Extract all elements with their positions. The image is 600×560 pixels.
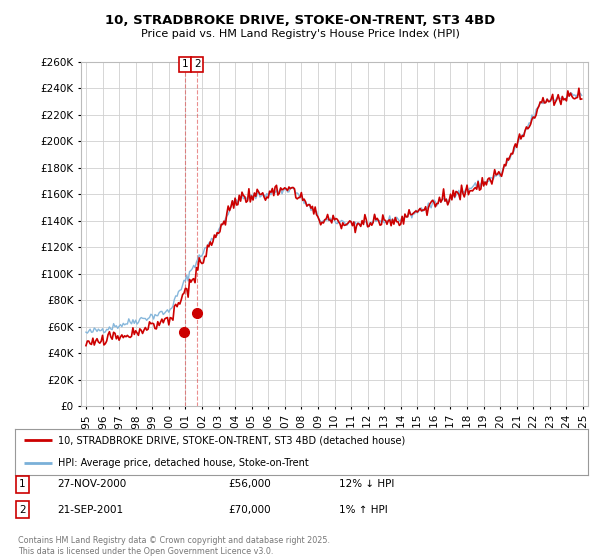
Text: 10, STRADBROKE DRIVE, STOKE-ON-TRENT, ST3 4BD: 10, STRADBROKE DRIVE, STOKE-ON-TRENT, ST… xyxy=(105,14,495,27)
Text: 27-NOV-2000: 27-NOV-2000 xyxy=(57,479,126,489)
Text: 2: 2 xyxy=(194,59,200,69)
Text: Price paid vs. HM Land Registry's House Price Index (HPI): Price paid vs. HM Land Registry's House … xyxy=(140,29,460,39)
Text: 1: 1 xyxy=(19,479,26,489)
Text: 1: 1 xyxy=(182,59,188,69)
Text: 21-SEP-2001: 21-SEP-2001 xyxy=(57,505,123,515)
Text: 2: 2 xyxy=(19,505,26,515)
Text: 10, STRADBROKE DRIVE, STOKE-ON-TRENT, ST3 4BD (detached house): 10, STRADBROKE DRIVE, STOKE-ON-TRENT, ST… xyxy=(58,436,405,445)
Text: £70,000: £70,000 xyxy=(228,505,271,515)
Text: Contains HM Land Registry data © Crown copyright and database right 2025.
This d: Contains HM Land Registry data © Crown c… xyxy=(18,536,330,556)
Text: £56,000: £56,000 xyxy=(228,479,271,489)
Text: 1% ↑ HPI: 1% ↑ HPI xyxy=(339,505,388,515)
Text: 12% ↓ HPI: 12% ↓ HPI xyxy=(339,479,394,489)
Text: HPI: Average price, detached house, Stoke-on-Trent: HPI: Average price, detached house, Stok… xyxy=(58,459,309,468)
